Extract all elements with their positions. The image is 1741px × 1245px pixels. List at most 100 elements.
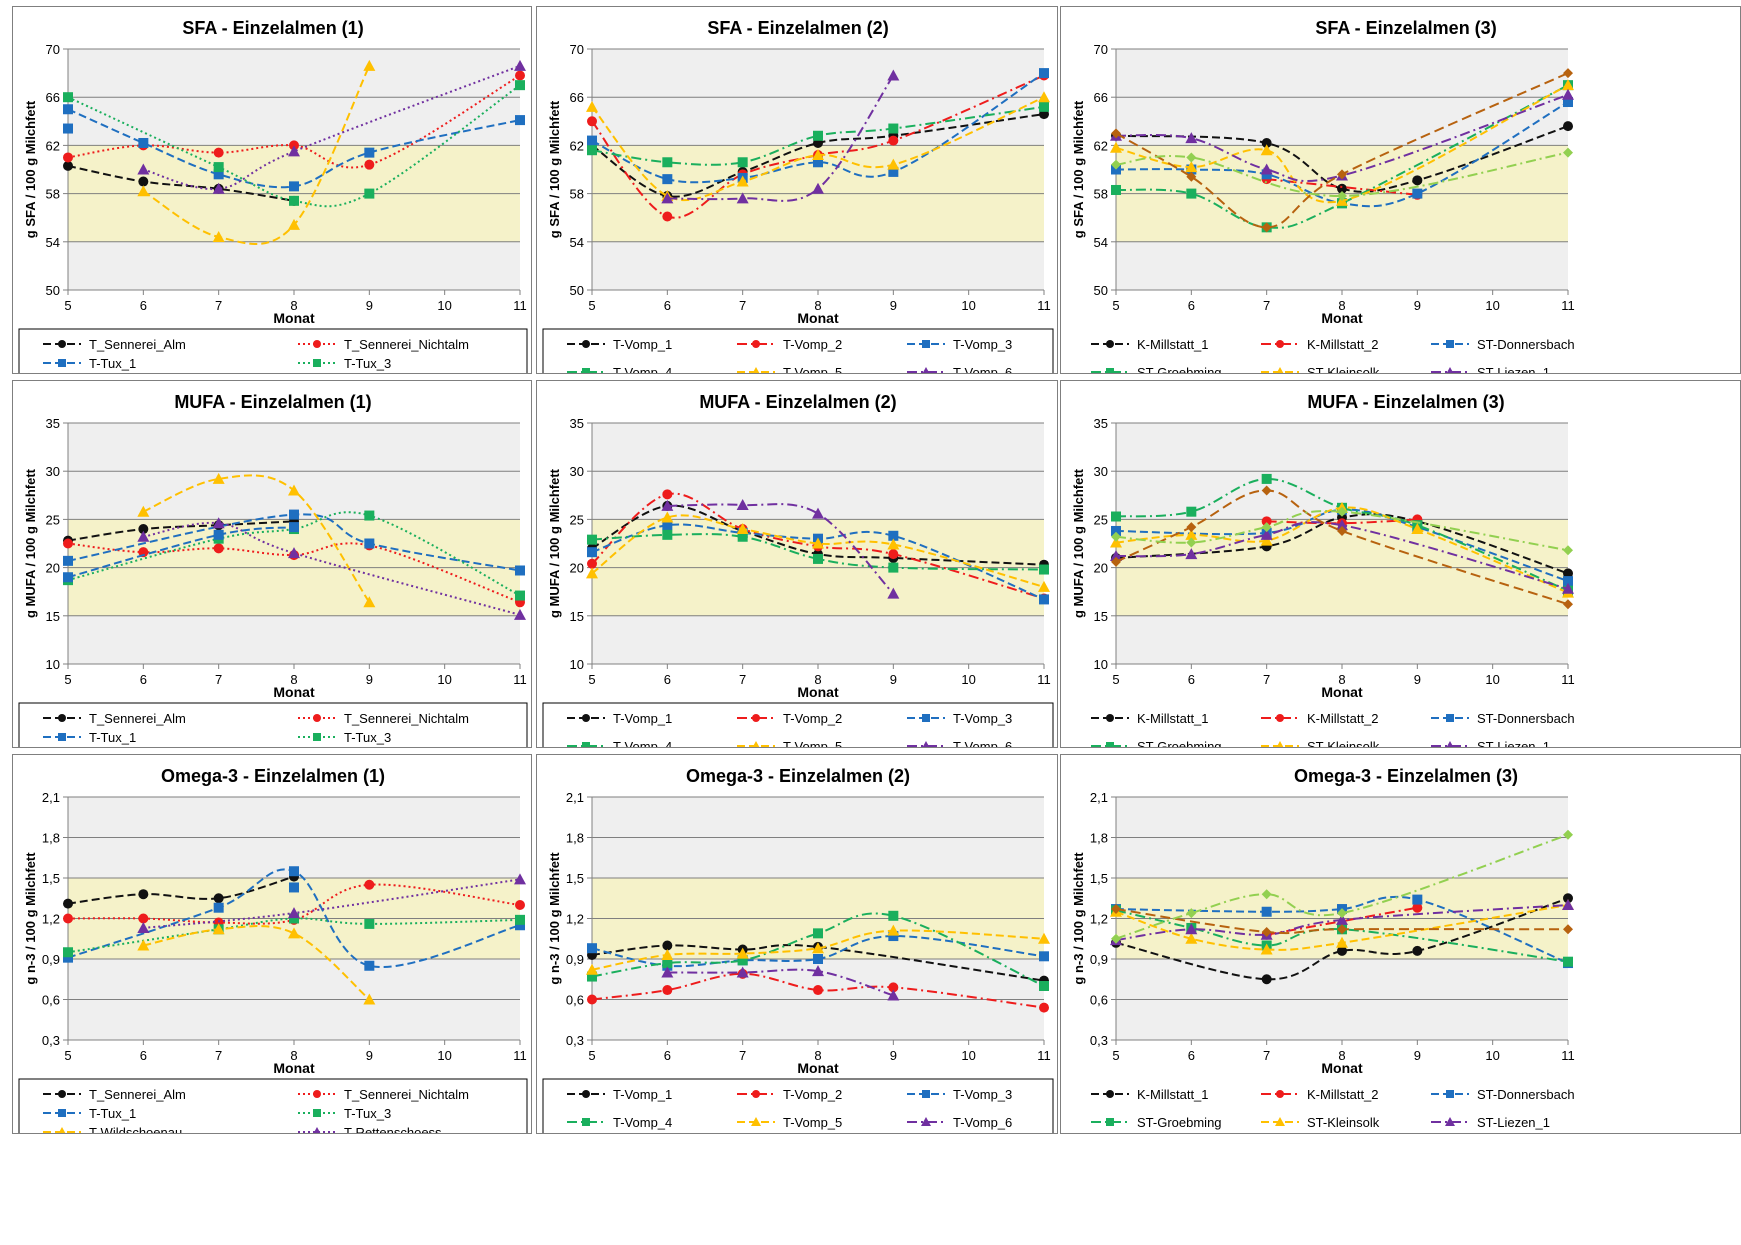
data-point (1110, 536, 1122, 548)
legend-entry: T-Vomp_3 (907, 1087, 1012, 1102)
legend-label: ST-Liezen_1 (1477, 1115, 1550, 1130)
y-tick-label: 50 (1094, 283, 1108, 298)
series-line (1115, 510, 1569, 552)
data-point (63, 572, 73, 583)
data-point (63, 898, 73, 909)
y-tick-label: 1,2 (42, 912, 60, 927)
y-tick-label: 30 (1094, 464, 1108, 479)
legend-entry: ST-Groebming (1091, 1115, 1222, 1130)
data-point (1110, 550, 1122, 562)
legend-label: ST-Groebming (1137, 365, 1222, 374)
legend-label: T-Vomp_2 (783, 337, 842, 352)
legend-entry: T-Vomp_1 (567, 1087, 672, 1102)
y-axis-label: g SFA / 100 g Milchfett (23, 100, 38, 238)
data-point (63, 123, 73, 134)
series-line (1115, 904, 1569, 942)
y-tick-label: 35 (1094, 416, 1108, 431)
legend-marker (1446, 367, 1454, 373)
legend-entry: T-Vomp_1 (567, 711, 672, 726)
y-tick-label: 50 (570, 283, 584, 298)
chart-svg: MUFA - Einzelalmen (1) 10 15 20 25 30 35 5 6 7 8 9 1… (18, 392, 528, 747)
data-point (813, 985, 823, 996)
y-tick-label: 1,8 (42, 831, 60, 846)
chart-title: SFA - Einzelalmen (2) (707, 18, 888, 38)
data-point (1111, 184, 1121, 195)
legend-label: K-Millstatt_1 (1137, 337, 1209, 352)
data-point (1185, 923, 1198, 935)
data-point (364, 960, 375, 971)
legend-box (18, 1078, 528, 1133)
legend-label: T-Tux_3 (344, 1106, 391, 1121)
y-tick-label: 50 (46, 283, 60, 298)
y-tick-label: 2,1 (1090, 790, 1108, 805)
data-point (888, 549, 899, 560)
legend-label: ST-Liezen_1 (1477, 739, 1550, 748)
data-point (587, 558, 597, 569)
data-point (1563, 893, 1573, 904)
x-tick-label: 9 (366, 298, 373, 313)
legend-label: ST-Donnersbach (1477, 337, 1575, 352)
series-T-Tux_1 (63, 104, 525, 192)
y-axis-label: g SFA / 100 g Milchfett (1071, 100, 1086, 238)
chart-svg: SFA - Einzelalmen (1) 50 54 58 62 66 70 5 6 7 8 9 10… (18, 18, 528, 373)
legend-entry: T-Vomp_6 (907, 1115, 1012, 1130)
x-tick-label: 10 (437, 1048, 451, 1063)
x-tick-label: 7 (1263, 298, 1270, 313)
y-tick-label: 0,3 (1090, 1033, 1108, 1048)
legend-marker (1446, 741, 1454, 747)
legend-label: T-Vomp_6 (953, 739, 1012, 748)
data-point (212, 472, 225, 484)
chart-svg: Omega-3 - Einzelalmen (1) 0,3 0,6 0,9 1,2 1,5… (18, 766, 528, 1133)
legend-entry: T-Vomp_2 (737, 711, 842, 726)
series-line (142, 474, 371, 603)
data-point (138, 137, 149, 148)
legend-label: T-Tux_1 (89, 356, 136, 371)
series-T-Vomp_5 (586, 924, 1050, 975)
legend-marker (922, 367, 930, 373)
x-tick-label: 10 (961, 1048, 975, 1063)
legend-marker (582, 714, 590, 722)
data-point (213, 902, 224, 913)
data-point (1337, 945, 1347, 956)
legend-entry: K-Millstatt_2 (1261, 711, 1379, 726)
data-point (1337, 191, 1347, 202)
data-point (586, 567, 598, 579)
y-axis-label: g SFA / 100 g Milchfett (547, 100, 562, 238)
legend-label: ST-Kleinsolk (1307, 739, 1380, 748)
legend-entry: T-Vomp_4 (567, 739, 672, 747)
legend-marker (58, 340, 66, 348)
x-tick-label: 10 (1485, 298, 1499, 313)
data-point (1260, 943, 1273, 955)
legend-marker (752, 714, 760, 722)
x-tick-label: 11 (513, 672, 527, 687)
series-line (1115, 151, 1569, 198)
data-point (364, 159, 375, 170)
legend-marker (58, 714, 66, 722)
data-point (1261, 522, 1272, 533)
legend-marker (922, 741, 930, 747)
data-point (212, 230, 225, 242)
x-tick-label: 6 (664, 298, 671, 313)
series-line (667, 968, 894, 997)
y-tick-label: 70 (1094, 42, 1108, 57)
legend-label: T-Tux_1 (89, 730, 136, 745)
series-line (143, 925, 370, 1001)
data-point (1336, 936, 1348, 948)
data-point (1039, 1002, 1049, 1013)
x-tick-label: 11 (1037, 1048, 1051, 1063)
data-point (1185, 528, 1198, 540)
data-point (63, 152, 73, 163)
data-point (1038, 580, 1050, 592)
series-line (591, 74, 1045, 219)
data-point (515, 920, 525, 931)
legend-marker (1275, 1117, 1285, 1126)
data-point (1261, 974, 1272, 985)
series-T-Vomp_6 (661, 69, 900, 204)
data-point (1111, 933, 1121, 944)
data-point (1260, 528, 1273, 540)
data-point (289, 866, 299, 877)
data-point (212, 517, 225, 529)
x-tick-label: 5 (588, 1048, 595, 1063)
data-point (1186, 522, 1197, 533)
x-tick-label: 11 (513, 1048, 527, 1063)
